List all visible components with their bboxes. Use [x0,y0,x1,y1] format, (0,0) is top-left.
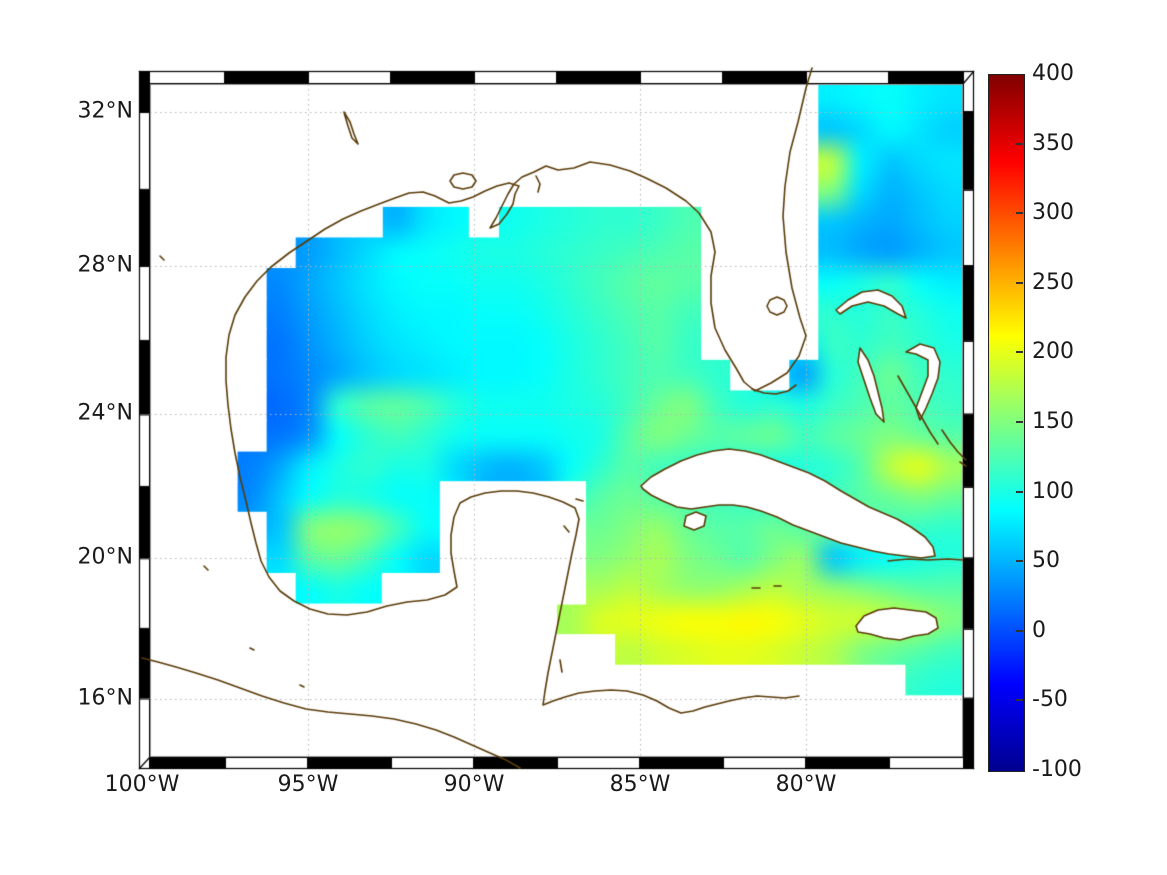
colorbar-tick-mark [1016,351,1023,354]
colorbar-tick-label: 0 [1032,617,1046,643]
colorbar-tick-mark [1016,421,1023,423]
colorbar-tick-mark [1016,281,1023,284]
colorbar-tick-mark [1016,629,1023,632]
colorbar-tick-label: 200 [1032,339,1074,365]
y-axis-tick-label: 24°N [77,400,133,426]
colorbar-tick-mark [1016,560,1023,563]
x-axis-tick-label: 85°W [609,772,671,797]
y-axis-tick-label: 32°N [77,98,133,124]
colorbar-tick-label: 50 [1032,548,1060,574]
colorbar-tick-mark [1016,212,1023,215]
colorbar-tick-mark [1016,490,1023,493]
colorbar-tick-mark [1016,142,1023,145]
colorbar-tick-label: 250 [1032,269,1074,295]
colorbar [988,74,1025,772]
x-axis-tick-label: 95°W [277,772,339,797]
y-axis-tick-label: 16°N [77,685,133,711]
colorbar-tick-label: 350 [1032,130,1074,156]
y-axis-tick-label: 28°N [77,252,133,278]
x-axis-tick-label: 80°W [775,772,837,797]
colorbar-tick-label: 300 [1032,200,1074,226]
colorbar-tick-label: 400 [1032,61,1074,86]
x-axis-tick-label: 90°W [443,772,505,797]
x-axis-tick-label: 100°W [104,772,180,797]
colorbar-tick-label: 150 [1032,409,1074,434]
y-axis-tick-label: 20°N [77,544,133,570]
colorbar-tick-mark [1016,699,1023,702]
colorbar-tick-label: 100 [1032,478,1074,504]
colorbar-tick-label: -100 [1032,757,1082,782]
colorbar-tick-label: -50 [1032,687,1068,713]
